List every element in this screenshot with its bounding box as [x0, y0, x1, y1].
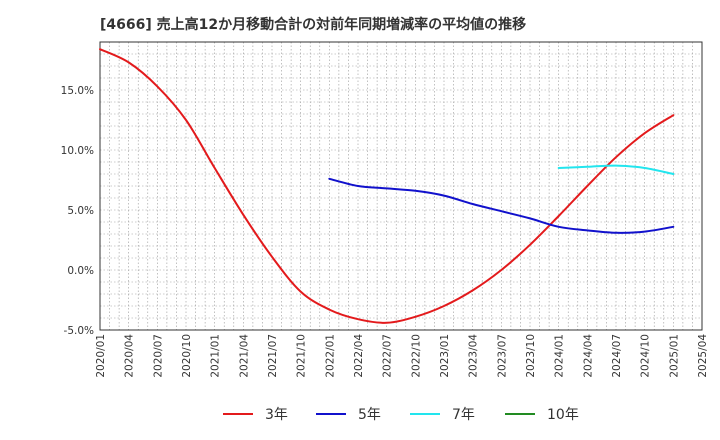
x-tick-label: 2024/07: [611, 334, 623, 378]
legend-label: 7年: [452, 407, 475, 423]
x-tick-label: 2023/01: [439, 334, 451, 378]
x-tick-label: 2021/07: [267, 334, 279, 378]
x-tick-label: 2020/04: [124, 334, 136, 378]
series-lines: [99, 48, 675, 324]
x-tick-label: 2022/07: [382, 334, 394, 378]
chart-title: [4666] 売上高12か月移動合計の対前年同期増減率の平均値の推移: [100, 17, 527, 33]
y-tick-label: 0.0%: [67, 265, 94, 277]
x-tick-label: 2021/10: [296, 334, 308, 378]
x-tick-label: 2020/01: [95, 334, 107, 378]
x-tick-label: 2024/01: [554, 334, 566, 378]
x-tick-label: 2023/04: [468, 334, 480, 378]
x-tick-label: 2024/04: [582, 334, 594, 378]
x-axis-ticks: 2020/01 2020/04 2020/07 2020/10 2021/01 2021/…: [95, 334, 709, 378]
x-tick-label: 2025/01: [668, 334, 680, 378]
legend-label: 3年: [265, 407, 288, 423]
x-tick-label: 2022/10: [410, 334, 422, 378]
x-tick-label: 2022/04: [353, 334, 365, 378]
legend: 3年 5年 7年 10年: [223, 407, 579, 423]
series-line-5年: [328, 177, 675, 234]
x-tick-label: 2020/10: [181, 334, 193, 378]
legend-label: 10年: [547, 407, 579, 423]
x-tick-label: 2020/07: [152, 334, 164, 378]
y-tick-label: 10.0%: [61, 145, 94, 157]
y-tick-label: 5.0%: [67, 205, 94, 217]
x-tick-label: 2024/10: [640, 334, 652, 378]
y-axis-ticks: -5.0% 0.0% 5.0% 10.0% 15.0%: [61, 85, 94, 337]
x-tick-label: 2021/01: [210, 334, 222, 378]
x-tick-label: 2021/04: [238, 334, 250, 378]
legend-label: 5年: [358, 407, 381, 423]
series-line-7年: [557, 164, 675, 175]
x-tick-label: 2023/10: [525, 334, 537, 378]
x-tick-label: 2025/04: [697, 334, 709, 378]
plot-frame: [99, 41, 703, 331]
series-line-3年: [99, 48, 675, 324]
grid-lines: [100, 42, 702, 330]
x-tick-label: 2023/07: [496, 334, 508, 378]
y-tick-label: -5.0%: [64, 325, 94, 337]
y-tick-label: 15.0%: [61, 85, 94, 97]
x-tick-label: 2022/01: [324, 334, 336, 378]
